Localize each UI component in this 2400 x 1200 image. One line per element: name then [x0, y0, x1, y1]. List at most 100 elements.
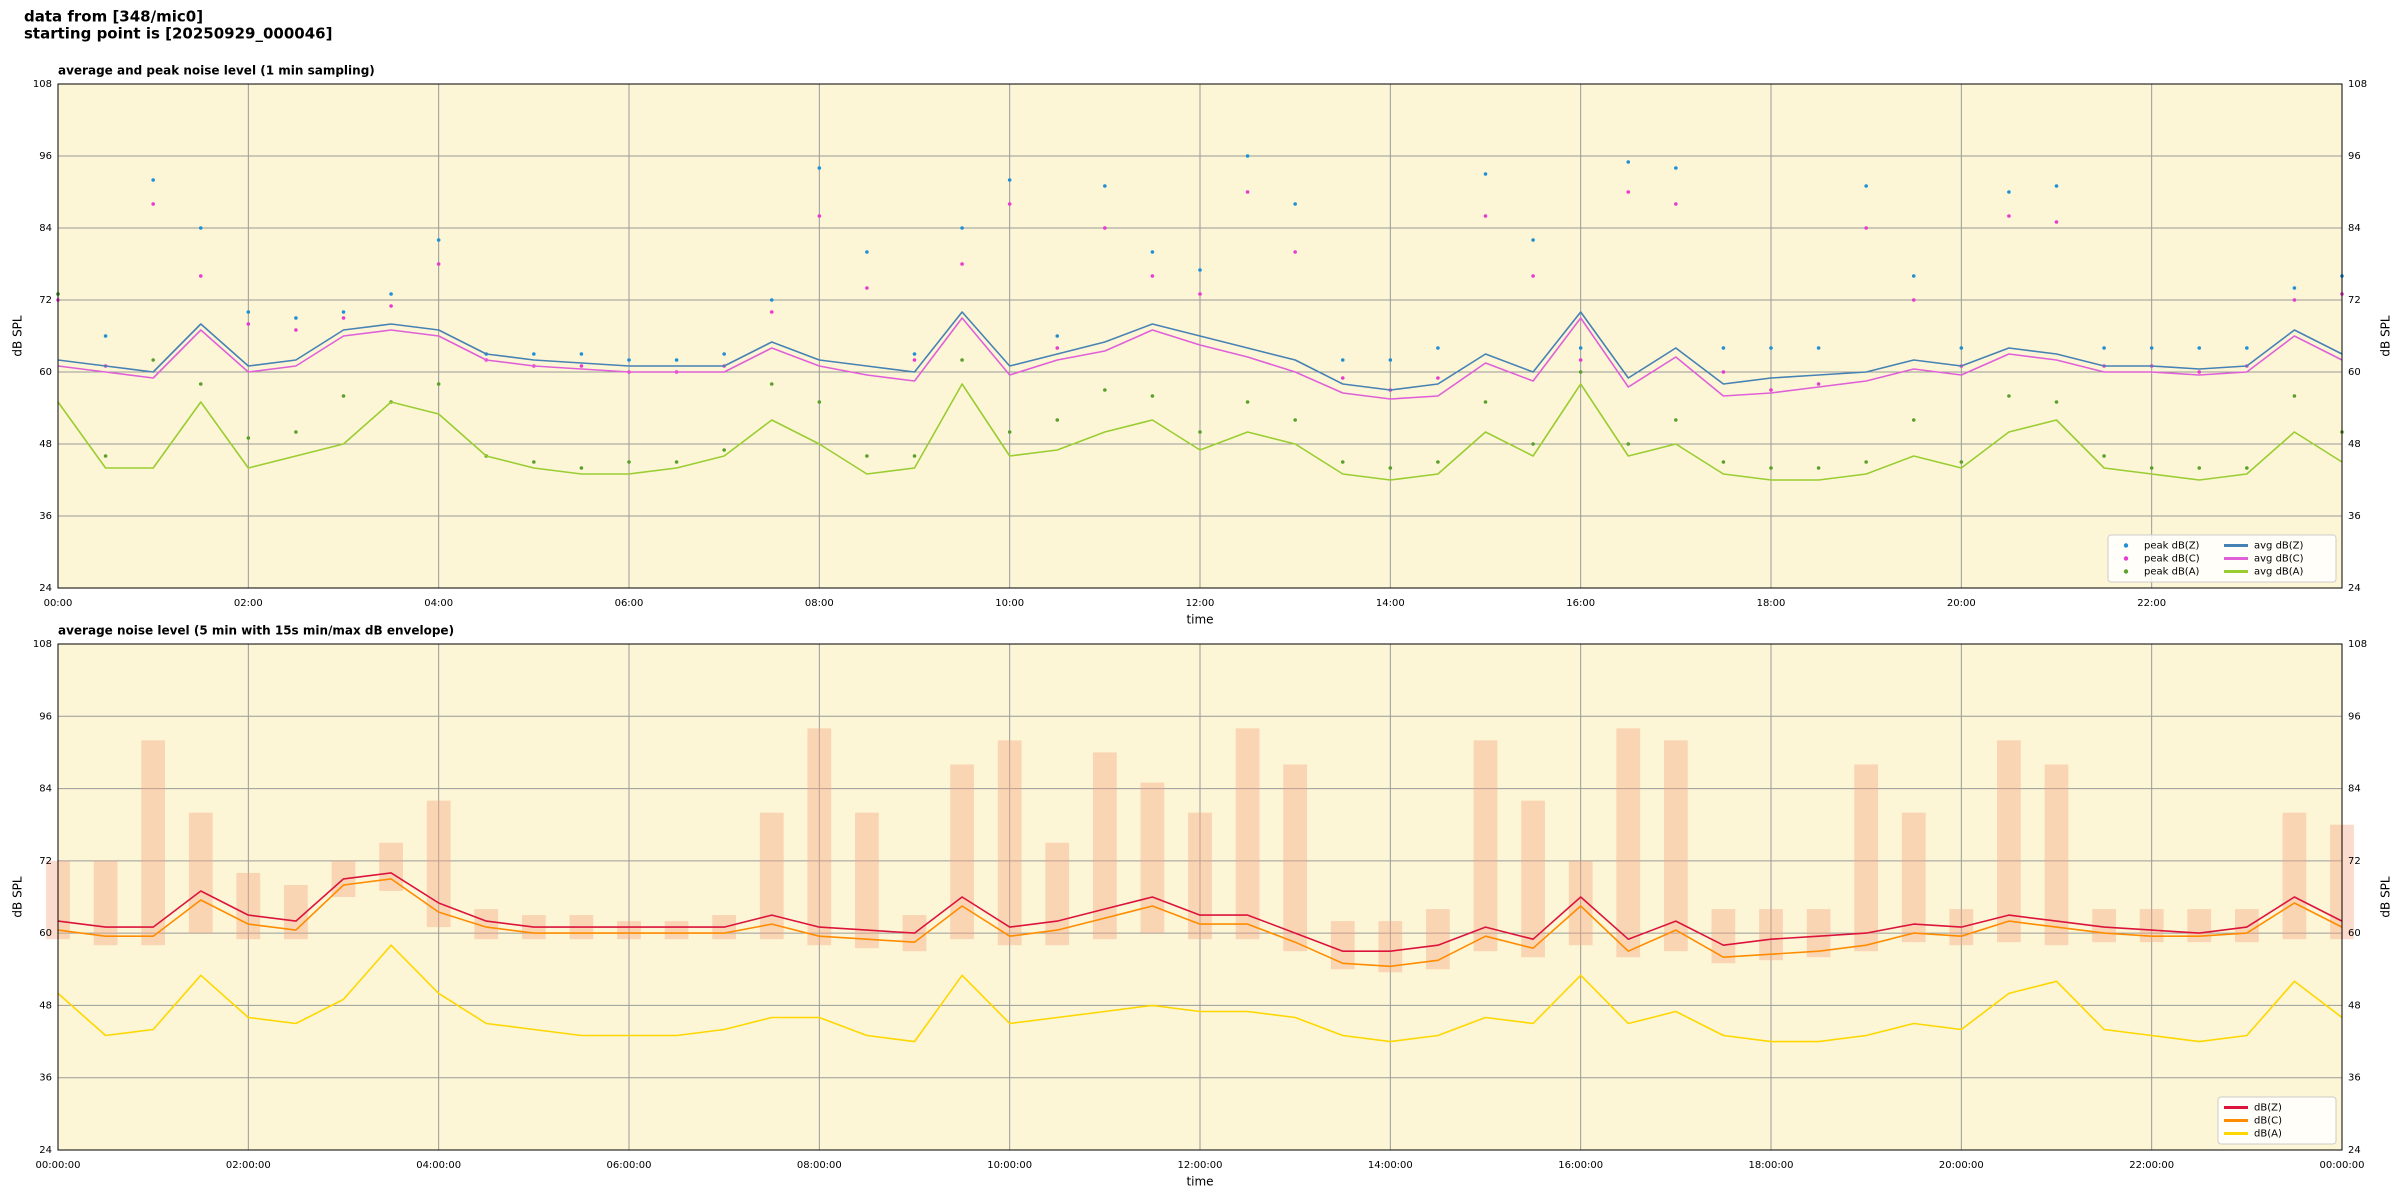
- peak-point: [2102, 346, 2106, 350]
- legend-box: [2107, 534, 2337, 583]
- y-tick-label: 96: [2348, 151, 2361, 162]
- envelope: [93, 860, 118, 946]
- x-tick-label: 02:00:00: [226, 1160, 271, 1171]
- envelope: [950, 764, 974, 940]
- peak-point: [246, 322, 251, 326]
- envelope: [1330, 921, 1355, 970]
- peak-point: [1721, 346, 1726, 350]
- peak-point: [532, 352, 536, 356]
- envelope: [617, 921, 641, 940]
- envelope: [1711, 909, 1736, 964]
- x-tick-label: 04:00: [424, 598, 453, 609]
- envelope: [284, 884, 308, 940]
- y-tick-label: 108: [2348, 79, 2367, 90]
- x-tick-label: 18:00:00: [1749, 1160, 1794, 1171]
- peak-point: [1483, 172, 1488, 176]
- legend-label: avg dB(A): [2254, 567, 2304, 578]
- peak-point: [1103, 226, 1107, 230]
- peak-point: [1198, 430, 1202, 434]
- legend-swatch: [2123, 556, 2129, 561]
- envelope: [807, 728, 832, 946]
- x-tick-label: 06:00: [615, 598, 644, 609]
- series-line: [57, 311, 2343, 391]
- peak-point: [2149, 466, 2154, 470]
- y-tick-label: 72: [39, 856, 52, 867]
- y-tick-label: 72: [39, 295, 52, 306]
- peak-point: [294, 430, 298, 434]
- peak-point: [579, 364, 584, 368]
- y-tick-label: 108: [33, 79, 52, 90]
- y-tick-label: 108: [2348, 639, 2367, 650]
- envelope: [1283, 764, 1308, 952]
- legend-label: avg dB(Z): [2254, 541, 2304, 552]
- peak-point: [865, 454, 869, 458]
- peak-point: [1911, 418, 1916, 422]
- legend-label: dB(A): [2254, 1129, 2282, 1140]
- legend-label: avg dB(C): [2254, 554, 2304, 565]
- peak-point: [2292, 286, 2297, 290]
- peak-point: [1626, 190, 1631, 194]
- peak-point: [960, 358, 964, 362]
- x-tick-label: 08:00:00: [797, 1160, 842, 1171]
- peak-point: [2197, 346, 2202, 350]
- plot-frame: [57, 643, 2343, 1151]
- peak-point: [1293, 202, 1297, 206]
- envelope: [1901, 812, 1926, 943]
- x-tick-label: 20:00:00: [1939, 1160, 1984, 1171]
- peak-point: [532, 460, 536, 464]
- y-tick-label: 60: [39, 367, 52, 378]
- series-line: [57, 872, 2343, 952]
- series-line: [57, 383, 2343, 481]
- x-tick-label: 06:00:00: [607, 1160, 652, 1171]
- peak-point: [1911, 298, 1916, 302]
- peak-point: [103, 334, 108, 338]
- peak-point: [2102, 454, 2106, 458]
- peak-point: [389, 304, 393, 308]
- y-tick-label: 24: [2348, 583, 2361, 594]
- peak-point: [2245, 346, 2249, 350]
- envelope: [1235, 728, 1260, 940]
- peak-point: [2007, 214, 2011, 218]
- peak-point: [341, 310, 346, 314]
- y-tick-label: 96: [2348, 711, 2361, 722]
- x-tick-label: 12:00: [1186, 598, 1215, 609]
- peak-point: [2149, 346, 2154, 350]
- chart-title: average noise level (5 min with 15s min/…: [58, 624, 454, 638]
- y-tick-label: 60: [39, 928, 52, 939]
- plot: [46, 643, 2354, 1151]
- peak-point: [2292, 298, 2297, 302]
- y-tick-label: 108: [33, 639, 52, 650]
- peak-point: [1769, 346, 1773, 350]
- envelope: [1568, 860, 1593, 946]
- peak-point: [817, 166, 822, 170]
- x-tick-label: 12:00:00: [1178, 1160, 1223, 1171]
- peak-point: [436, 262, 441, 266]
- x-axis-label: time: [1186, 1175, 1213, 1189]
- peak-point: [1864, 460, 1868, 464]
- peak-point: [1959, 346, 1964, 350]
- peak-point: [198, 382, 203, 386]
- x-tick-label: 00:00:00: [36, 1160, 81, 1171]
- legend-label: dB(Z): [2254, 1103, 2282, 1114]
- peak-point: [2054, 184, 2059, 188]
- legend: peak dB(Z) peak dB(C) peak dB(A) avg dB(Z) a…: [2107, 534, 2337, 583]
- peak-point: [817, 400, 822, 404]
- peak-point: [198, 274, 203, 278]
- peak-point: [246, 310, 251, 314]
- envelope: [141, 740, 166, 946]
- envelope: [1663, 740, 1688, 952]
- peak-point: [198, 226, 203, 230]
- peak-point: [1721, 460, 1726, 464]
- y-tick-label: 24: [39, 583, 52, 594]
- peak-point: [1103, 388, 1107, 392]
- legend-label: peak dB(A): [2144, 567, 2200, 578]
- peak-point: [436, 382, 441, 386]
- x-tick-label: 00:00: [44, 598, 73, 609]
- legend-label: peak dB(C): [2144, 554, 2200, 565]
- peak-point: [912, 454, 917, 458]
- peak-point: [1245, 400, 1250, 404]
- peak-point: [1103, 184, 1107, 188]
- peak-point: [1769, 466, 1773, 470]
- peak-point: [151, 178, 155, 182]
